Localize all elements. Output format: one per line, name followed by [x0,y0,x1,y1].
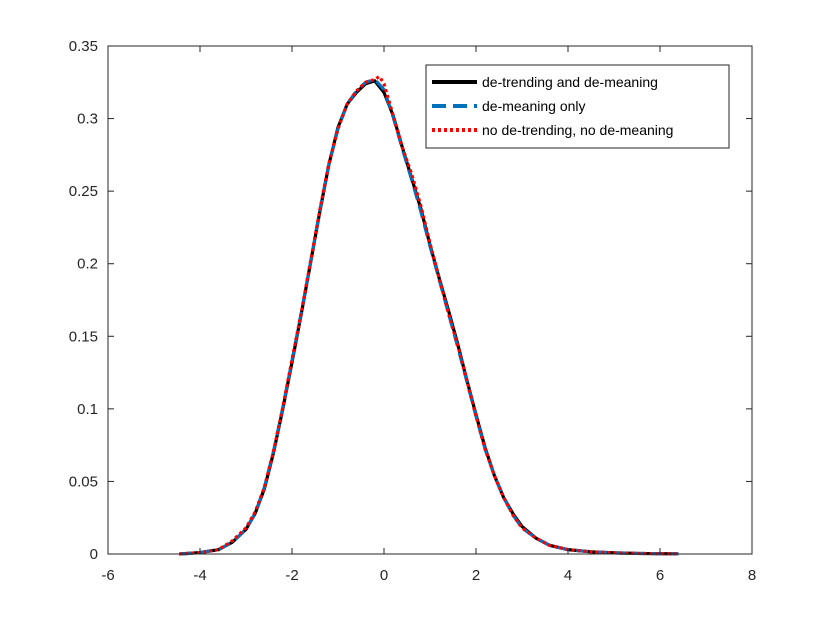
legend-label-2: no de-trending, no de-meaning [482,122,673,138]
y-tick-label: 0.3 [77,111,98,128]
x-tick-label: 6 [656,567,664,584]
ticks-layer: -6 -4 -2 0 2 4 6 8 0 0.05 0.1 0.15 0.2 0.25 0.3 0.35 [69,38,756,584]
y-tick-label: 0.1 [77,401,98,418]
x-tick-label: -6 [101,567,114,584]
y-tick-label: 0.2 [77,256,98,273]
x-tick-label: 2 [472,567,480,584]
legend: de-trending and de-meaning de-meaning on… [425,64,730,149]
x-tick-label: 0 [380,567,388,584]
y-tick-label: 0.15 [69,328,98,345]
y-tick-label: 0.35 [69,38,98,55]
legend-label-0: de-trending and de-meaning [482,74,658,90]
y-tick-label: 0.05 [69,473,98,490]
x-tick-label: 8 [748,567,756,584]
legend-label-1: de-meaning only [482,98,586,114]
x-tick-label: -4 [193,567,206,584]
axes-box [107,45,753,555]
series-layer [179,74,679,556]
y-tick-label: 0.25 [69,183,98,200]
y-tick-label: 0 [90,546,98,563]
x-tick-label: 4 [564,567,572,584]
x-tick-label: -2 [285,567,298,584]
series-line-2 [179,74,679,556]
